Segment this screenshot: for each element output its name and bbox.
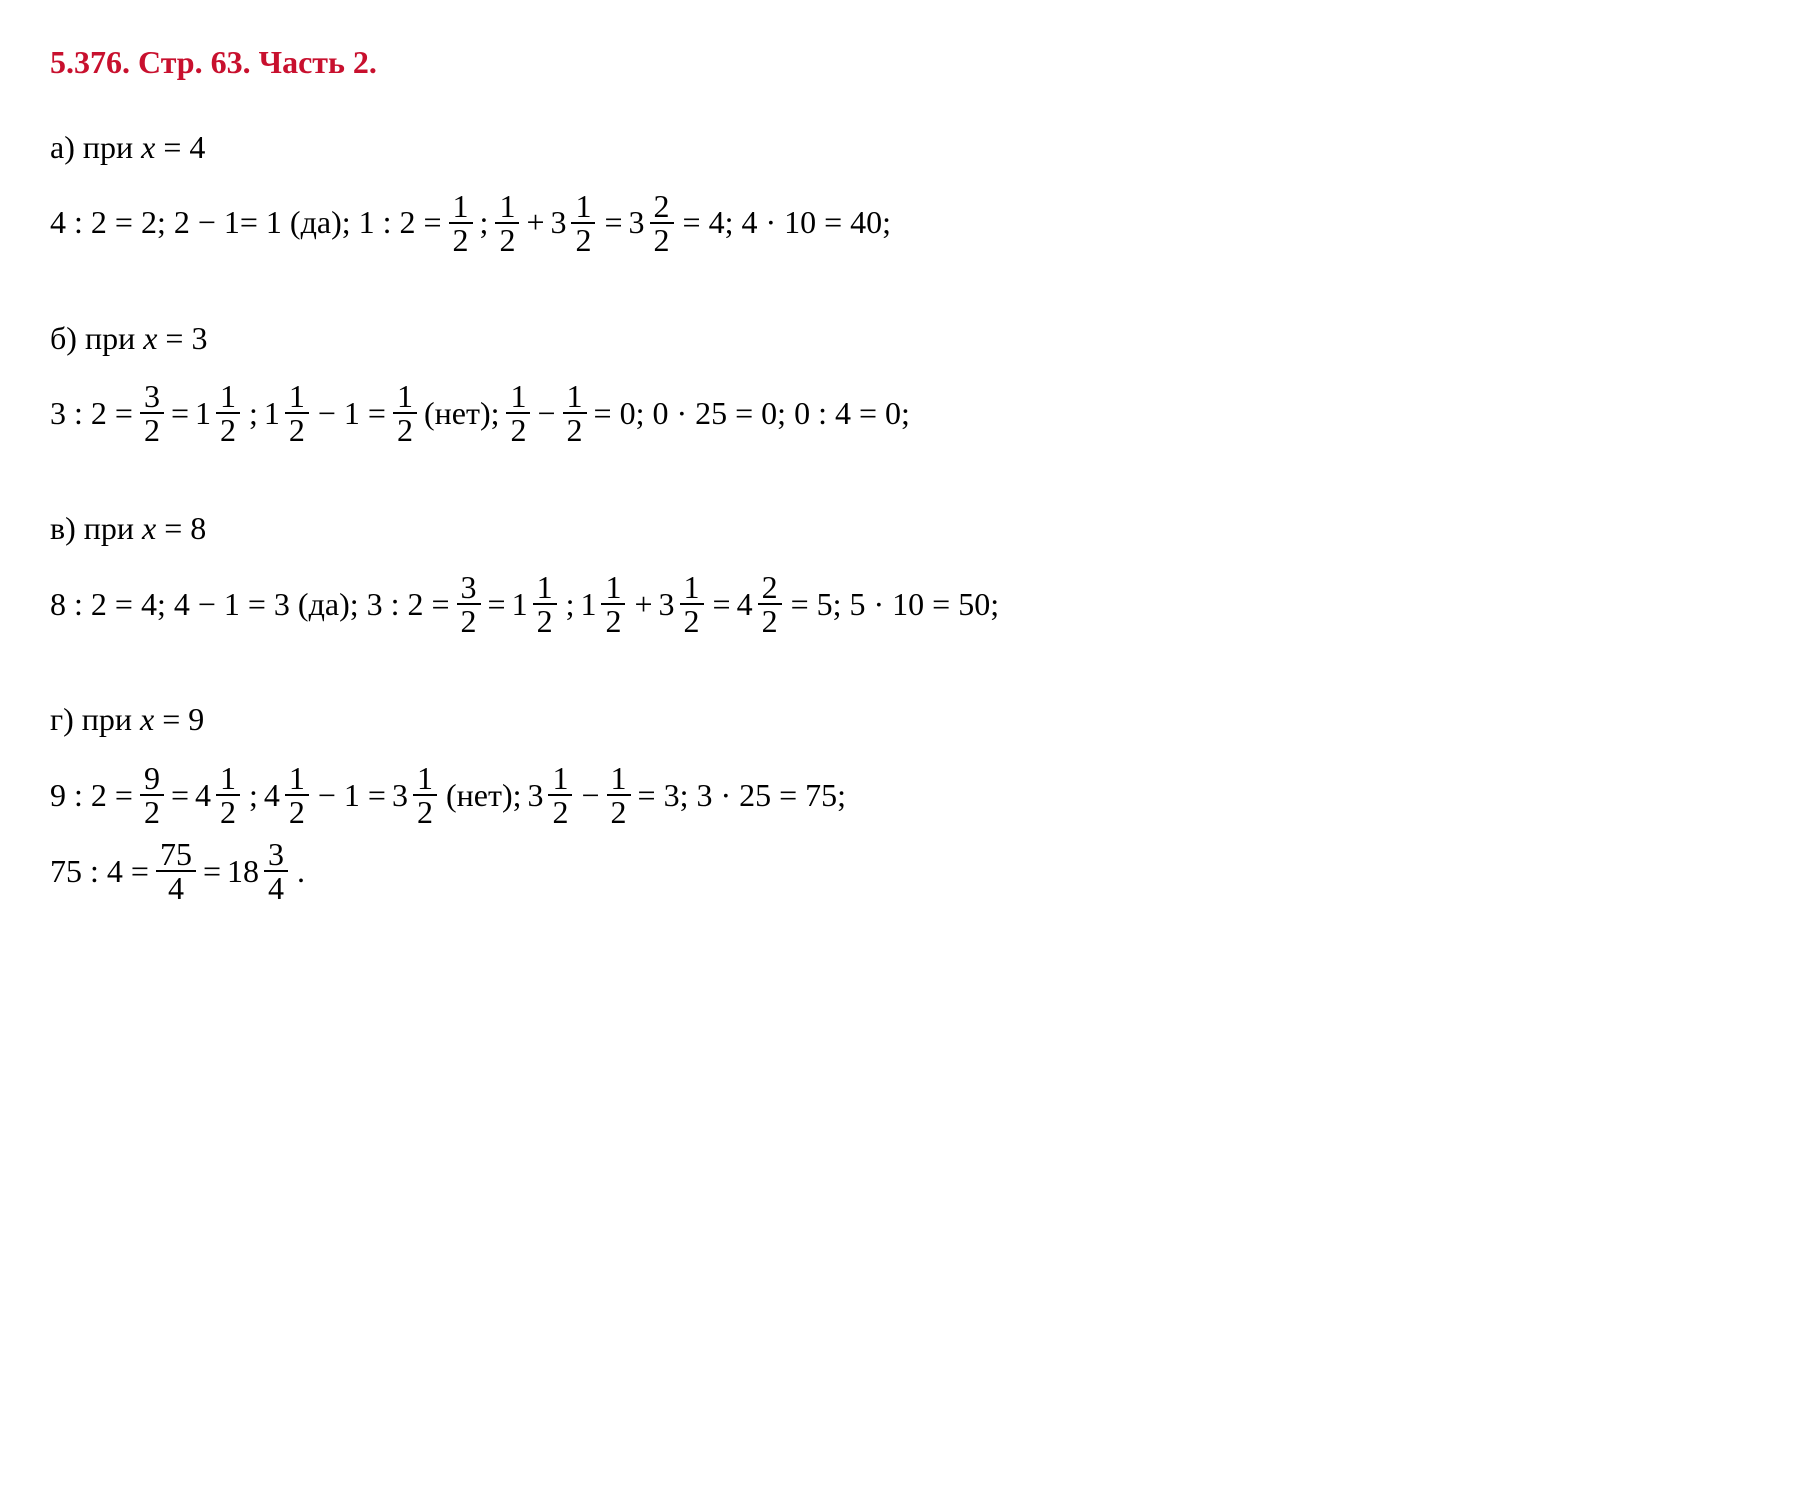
math-text: = 5; 5 · 10 = 50;	[791, 582, 1000, 627]
fraction: 12	[680, 571, 704, 637]
section-d: г) при x = 9 9 : 2 =92=412;412− 1 =312(н…	[50, 697, 1750, 904]
mixed-number: 112	[580, 571, 628, 637]
fraction: 12	[393, 380, 417, 446]
fraction: 12	[449, 190, 473, 256]
math-text: 75 : 4 =	[50, 849, 149, 894]
math-text: =	[171, 391, 189, 436]
math-line-b: 3 : 2 =32=112;112− 1 =12(нет);12−12= 0; …	[50, 380, 1750, 446]
math-text: ;	[566, 582, 575, 627]
fraction: 12	[285, 380, 309, 446]
label-b: б) при	[50, 320, 135, 356]
fraction: 12	[563, 380, 587, 446]
fraction: 92	[140, 762, 164, 828]
fraction: 754	[156, 838, 196, 904]
fraction: 12	[216, 380, 240, 446]
fraction: 12	[601, 571, 625, 637]
math-line-a: 4 : 2 = 2; 2 − 1= 1 (да); 1 : 2 =12;12+3…	[50, 190, 1750, 256]
fraction: 12	[506, 380, 530, 446]
mixed-number: 112	[512, 571, 560, 637]
math-text: = 0; 0 · 25 = 0; 0 : 4 = 0;	[594, 391, 910, 436]
var-b: x	[143, 320, 157, 356]
label-c: в) при	[50, 510, 134, 546]
eq-b: = 3	[165, 320, 207, 356]
var-a: x	[141, 129, 155, 165]
fraction: 32	[457, 571, 481, 637]
eq-d: = 9	[162, 701, 204, 737]
label-d: г) при	[50, 701, 132, 737]
section-c: в) при x = 8 8 : 2 = 4; 4 − 1 = 3 (да); …	[50, 506, 1750, 637]
page-title: 5.376. Стр. 63. Часть 2.	[50, 40, 1750, 85]
fraction: 12	[285, 762, 309, 828]
label-a: а) при	[50, 129, 133, 165]
mixed-number: 412	[195, 762, 243, 828]
math-text: =	[488, 582, 506, 627]
mixed-number: 312	[527, 762, 575, 828]
fraction: 34	[264, 838, 288, 904]
mixed-number: 312	[550, 190, 598, 256]
section-c-label: в) при x = 8	[50, 506, 1750, 551]
mixed-number: 1834	[227, 838, 291, 904]
math-text: − 1 =	[318, 773, 386, 818]
math-text: ;	[249, 773, 258, 818]
math-line-d2: 75 : 4 =754=1834.	[50, 838, 1750, 904]
fraction: 22	[758, 571, 782, 637]
mixed-number: 312	[659, 571, 707, 637]
mixed-number: 312	[392, 762, 440, 828]
math-text: −	[537, 391, 555, 436]
fraction: 32	[140, 380, 164, 446]
math-text: (нет);	[446, 773, 522, 818]
mixed-number: 112	[264, 380, 312, 446]
math-text: = 3; 3 · 25 = 75;	[638, 773, 847, 818]
fraction: 12	[216, 762, 240, 828]
var-c: x	[142, 510, 156, 546]
eq-a: = 4	[163, 129, 205, 165]
math-line-d1: 9 : 2 =92=412;412− 1 =312(нет);312−12= 3…	[50, 762, 1750, 828]
math-text: 8 : 2 = 4; 4 − 1 = 3 (да); 3 : 2 =	[50, 582, 450, 627]
section-a: а) при x = 4 4 : 2 = 2; 2 − 1= 1 (да); 1…	[50, 125, 1750, 256]
math-text: +	[634, 582, 652, 627]
math-text: =	[604, 200, 622, 245]
mixed-number: 112	[195, 380, 243, 446]
math-text: =	[203, 849, 221, 894]
math-text: =	[171, 773, 189, 818]
math-text: 3 : 2 =	[50, 391, 133, 436]
eq-c: = 8	[164, 510, 206, 546]
fraction: 12	[495, 190, 519, 256]
section-b: б) при x = 3 3 : 2 =32=112;112− 1 =12(не…	[50, 316, 1750, 447]
fraction: 12	[571, 190, 595, 256]
math-text: =	[713, 582, 731, 627]
section-a-label: а) при x = 4	[50, 125, 1750, 170]
section-b-label: б) при x = 3	[50, 316, 1750, 361]
math-text: = 4; 4 · 10 = 40;	[683, 200, 892, 245]
math-text: −	[581, 773, 599, 818]
fraction: 22	[650, 190, 674, 256]
math-text: 9 : 2 =	[50, 773, 133, 818]
math-line-c: 8 : 2 = 4; 4 − 1 = 3 (да); 3 : 2 =32=112…	[50, 571, 1750, 637]
math-text: − 1 =	[318, 391, 386, 436]
math-text: +	[526, 200, 544, 245]
math-text: (нет);	[424, 391, 500, 436]
math-text: .	[297, 849, 305, 894]
fraction: 12	[413, 762, 437, 828]
fraction: 12	[548, 762, 572, 828]
section-d-label: г) при x = 9	[50, 697, 1750, 742]
mixed-number: 322	[629, 190, 677, 256]
mixed-number: 412	[264, 762, 312, 828]
mixed-number: 422	[737, 571, 785, 637]
math-text: ;	[249, 391, 258, 436]
math-text: ;	[480, 200, 489, 245]
math-text: 4 : 2 = 2; 2 − 1= 1 (да); 1 : 2 =	[50, 200, 442, 245]
fraction: 12	[607, 762, 631, 828]
fraction: 12	[533, 571, 557, 637]
var-d: x	[140, 701, 154, 737]
